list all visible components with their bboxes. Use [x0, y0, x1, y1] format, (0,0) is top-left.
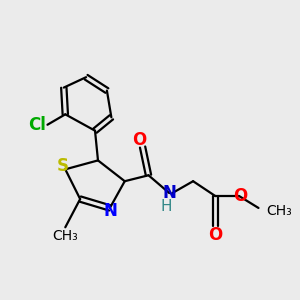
Text: O: O [133, 130, 147, 148]
Text: S: S [56, 157, 68, 175]
Text: CH₃: CH₃ [52, 229, 78, 243]
Text: O: O [208, 226, 223, 244]
Text: H: H [160, 199, 172, 214]
Text: CH₃: CH₃ [266, 204, 292, 218]
Text: Cl: Cl [28, 116, 46, 134]
Text: N: N [104, 202, 118, 220]
Text: O: O [233, 187, 248, 205]
Text: N: N [163, 184, 177, 202]
